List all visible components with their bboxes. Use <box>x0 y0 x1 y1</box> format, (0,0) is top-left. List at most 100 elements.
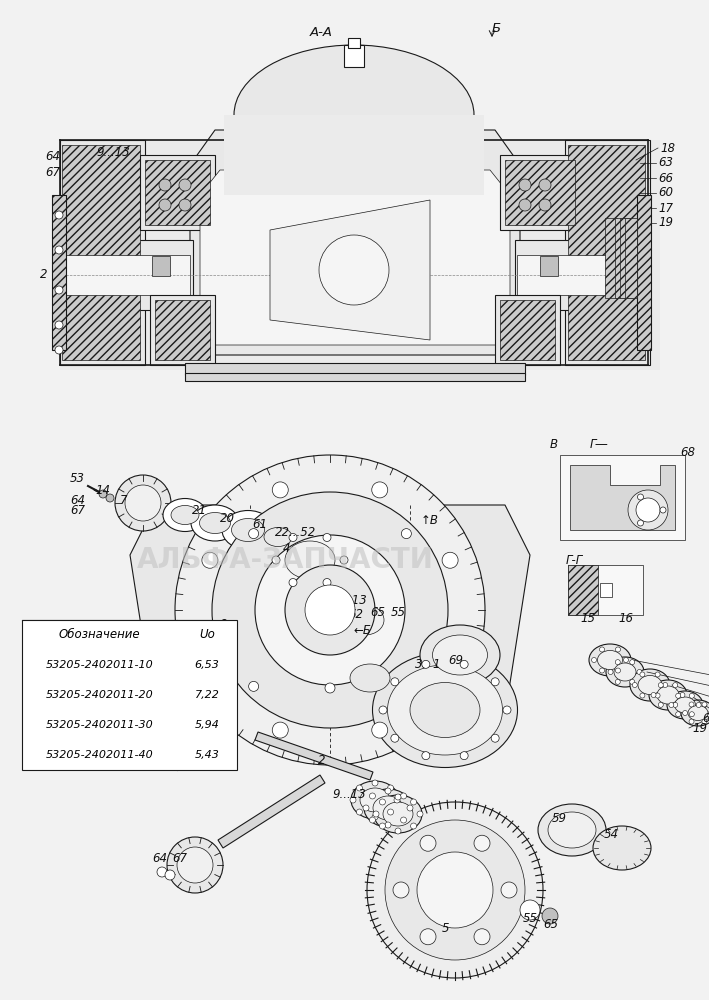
Ellipse shape <box>589 644 631 676</box>
Circle shape <box>388 785 393 791</box>
Circle shape <box>655 693 660 698</box>
Polygon shape <box>155 300 210 360</box>
Circle shape <box>159 179 171 191</box>
Bar <box>185 363 525 375</box>
Text: 53205-2402011-10: 53205-2402011-10 <box>45 660 153 670</box>
Text: 19: 19 <box>658 217 673 230</box>
Circle shape <box>55 286 63 294</box>
Circle shape <box>519 199 531 211</box>
Circle shape <box>702 702 707 707</box>
Circle shape <box>385 822 391 828</box>
Ellipse shape <box>336 597 394 643</box>
Circle shape <box>600 647 605 652</box>
Circle shape <box>615 660 620 665</box>
Text: 59: 59 <box>552 812 567 824</box>
Circle shape <box>249 681 259 691</box>
Ellipse shape <box>388 665 503 755</box>
Ellipse shape <box>538 804 606 856</box>
Circle shape <box>202 652 218 668</box>
Text: 53: 53 <box>70 472 85 485</box>
Circle shape <box>417 811 423 817</box>
Text: 8: 8 <box>220 618 228 632</box>
Polygon shape <box>270 200 430 340</box>
Polygon shape <box>190 130 520 355</box>
Circle shape <box>395 794 401 800</box>
Circle shape <box>676 712 681 717</box>
Circle shape <box>520 900 540 920</box>
Circle shape <box>272 722 289 738</box>
Circle shape <box>363 805 369 811</box>
Circle shape <box>385 820 525 960</box>
Ellipse shape <box>409 622 431 638</box>
Circle shape <box>637 520 644 526</box>
Text: 2: 2 <box>318 754 325 766</box>
Ellipse shape <box>171 506 199 524</box>
Bar <box>348 38 360 48</box>
Ellipse shape <box>350 664 390 692</box>
Ellipse shape <box>399 617 421 633</box>
Ellipse shape <box>384 612 406 628</box>
Circle shape <box>655 672 660 677</box>
Ellipse shape <box>598 650 623 670</box>
Circle shape <box>372 722 388 738</box>
Circle shape <box>350 797 356 803</box>
Circle shape <box>539 199 551 211</box>
Circle shape <box>591 658 596 662</box>
Circle shape <box>474 835 490 851</box>
Polygon shape <box>218 775 325 848</box>
Circle shape <box>689 712 694 717</box>
Polygon shape <box>200 170 510 345</box>
Text: 69: 69 <box>448 654 463 666</box>
Text: 16: 16 <box>618 611 633 624</box>
Text: 15: 15 <box>580 611 595 624</box>
Ellipse shape <box>285 541 335 579</box>
Circle shape <box>680 692 685 698</box>
Circle shape <box>683 710 688 716</box>
Text: 7,22: 7,22 <box>194 690 220 700</box>
Circle shape <box>501 882 517 898</box>
Text: 53205-2402011-40: 53205-2402011-40 <box>45 750 153 760</box>
Circle shape <box>401 793 406 799</box>
Bar <box>22 620 237 770</box>
Ellipse shape <box>432 635 488 675</box>
Circle shape <box>420 835 436 851</box>
Ellipse shape <box>199 512 230 534</box>
Polygon shape <box>62 145 140 360</box>
Circle shape <box>615 647 620 652</box>
Ellipse shape <box>360 788 390 812</box>
Circle shape <box>673 702 678 707</box>
Polygon shape <box>495 295 560 365</box>
Circle shape <box>442 552 458 568</box>
Circle shape <box>600 668 605 673</box>
Circle shape <box>391 734 399 742</box>
Ellipse shape <box>364 789 412 827</box>
Text: 3: 3 <box>415 658 423 672</box>
Ellipse shape <box>232 518 264 542</box>
Circle shape <box>411 823 417 829</box>
Text: 63: 63 <box>658 156 673 169</box>
Bar <box>615 218 627 298</box>
Text: А-А: А-А <box>310 25 333 38</box>
Ellipse shape <box>688 706 708 720</box>
Ellipse shape <box>274 532 346 588</box>
Circle shape <box>175 455 485 765</box>
Circle shape <box>388 809 393 815</box>
Ellipse shape <box>191 505 239 541</box>
Circle shape <box>379 799 386 805</box>
Circle shape <box>55 211 63 219</box>
Bar <box>568 565 598 615</box>
Circle shape <box>401 529 411 539</box>
Text: 9...13: 9...13 <box>332 788 366 802</box>
Text: 17: 17 <box>658 202 673 215</box>
Circle shape <box>491 678 499 686</box>
Circle shape <box>372 482 388 498</box>
Polygon shape <box>255 732 373 780</box>
Text: 19: 19 <box>692 722 707 734</box>
Circle shape <box>379 706 387 714</box>
Text: 14: 14 <box>95 484 110 496</box>
Circle shape <box>422 752 430 760</box>
Text: 60: 60 <box>658 186 673 200</box>
Circle shape <box>460 752 468 760</box>
Text: В: В <box>550 438 558 452</box>
Circle shape <box>630 660 635 665</box>
